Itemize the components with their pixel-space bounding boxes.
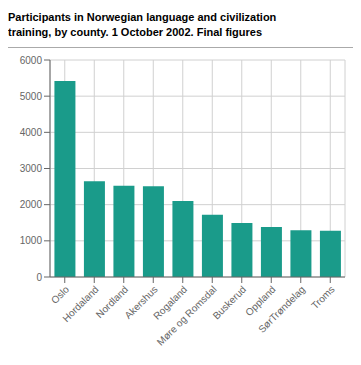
svg-text:Rogaland: Rogaland: [151, 283, 190, 322]
html-text:training, by county. 1 October: training, by county. 1 October 2002. Fin…: [8, 26, 263, 38]
svg-text:SørTrøndelag: SørTrøndelag: [256, 284, 307, 335]
svg-text:Møre og Romsdal: Møre og Romsdal: [155, 284, 219, 348]
svg-text:Oslo: Oslo: [49, 283, 72, 306]
svg-text:Troms: Troms: [309, 284, 337, 312]
html-text:Participants in Norwegian lang: Participants in Norwegian language and c…: [8, 11, 277, 23]
svg-text:Hordaland: Hordaland: [60, 284, 100, 324]
svg-text:Buskerud: Buskerud: [211, 284, 249, 322]
svg-text:1000: 1000: [20, 235, 43, 246]
svg-text:Nordland: Nordland: [93, 283, 131, 321]
svg-text:Oppland: Oppland: [243, 283, 278, 319]
svg-text:2000: 2000: [20, 199, 43, 210]
svg-text:0: 0: [36, 272, 42, 283]
svg-text:5000: 5000: [20, 91, 43, 102]
svg-text:3000: 3000: [20, 163, 43, 174]
svg-text:6000: 6000: [20, 55, 43, 66]
svg-text:4000: 4000: [20, 127, 43, 138]
svg-text:Akershus: Akershus: [122, 283, 160, 321]
